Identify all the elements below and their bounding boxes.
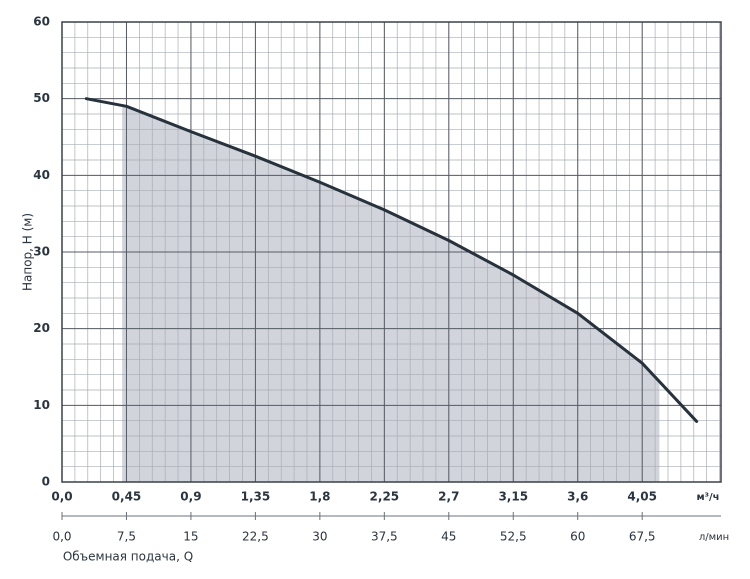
x2-tick-label: 45 — [441, 530, 456, 544]
y-tick-label: 60 — [33, 15, 50, 29]
x-tick-label: 0,0 — [51, 490, 72, 504]
y-tick-label: 0 — [42, 475, 50, 489]
y-tick-label: 10 — [33, 398, 50, 412]
x-tick-label: 2,7 — [438, 490, 459, 504]
y-tick-label: 20 — [33, 321, 50, 335]
x2-tick-label: 7,5 — [117, 530, 136, 544]
x-tick-label: 2,25 — [370, 490, 400, 504]
x2-tick-label: 37,5 — [371, 530, 398, 544]
y-tick-label: 30 — [33, 245, 50, 259]
x2-tick-label: 52,5 — [500, 530, 527, 544]
operating-area — [122, 105, 660, 482]
x-tick-label: 0,45 — [112, 490, 142, 504]
x2-tick-label: 67,5 — [629, 530, 656, 544]
x-tick-label: 3,15 — [498, 490, 528, 504]
pump-curve — [84, 97, 699, 423]
x2-tick-label: 30 — [312, 530, 327, 544]
y-axis-label: Напор, H (м) — [21, 213, 35, 291]
y-tick-label: 40 — [33, 168, 50, 182]
x2-tick-label: 22,5 — [242, 530, 269, 544]
x-tick-label: 3,6 — [567, 490, 588, 504]
x-tick-label: 1,35 — [241, 490, 271, 504]
x2-tick-label: 60 — [570, 530, 585, 544]
x2-unit: л/мин — [699, 532, 729, 543]
x-tick-label: 4,05 — [627, 490, 657, 504]
x2-tick-label: 0,0 — [52, 530, 71, 544]
x2-tick-label: 15 — [183, 530, 198, 544]
x-unit: м³/ч — [696, 492, 719, 503]
plot-border — [61, 21, 722, 483]
x-tick-label: 0,9 — [180, 490, 201, 504]
x-tick-label: 1,8 — [309, 490, 330, 504]
x2-axis-label: Объемная подача, Q — [63, 550, 193, 564]
y-tick-label: 50 — [33, 91, 50, 105]
